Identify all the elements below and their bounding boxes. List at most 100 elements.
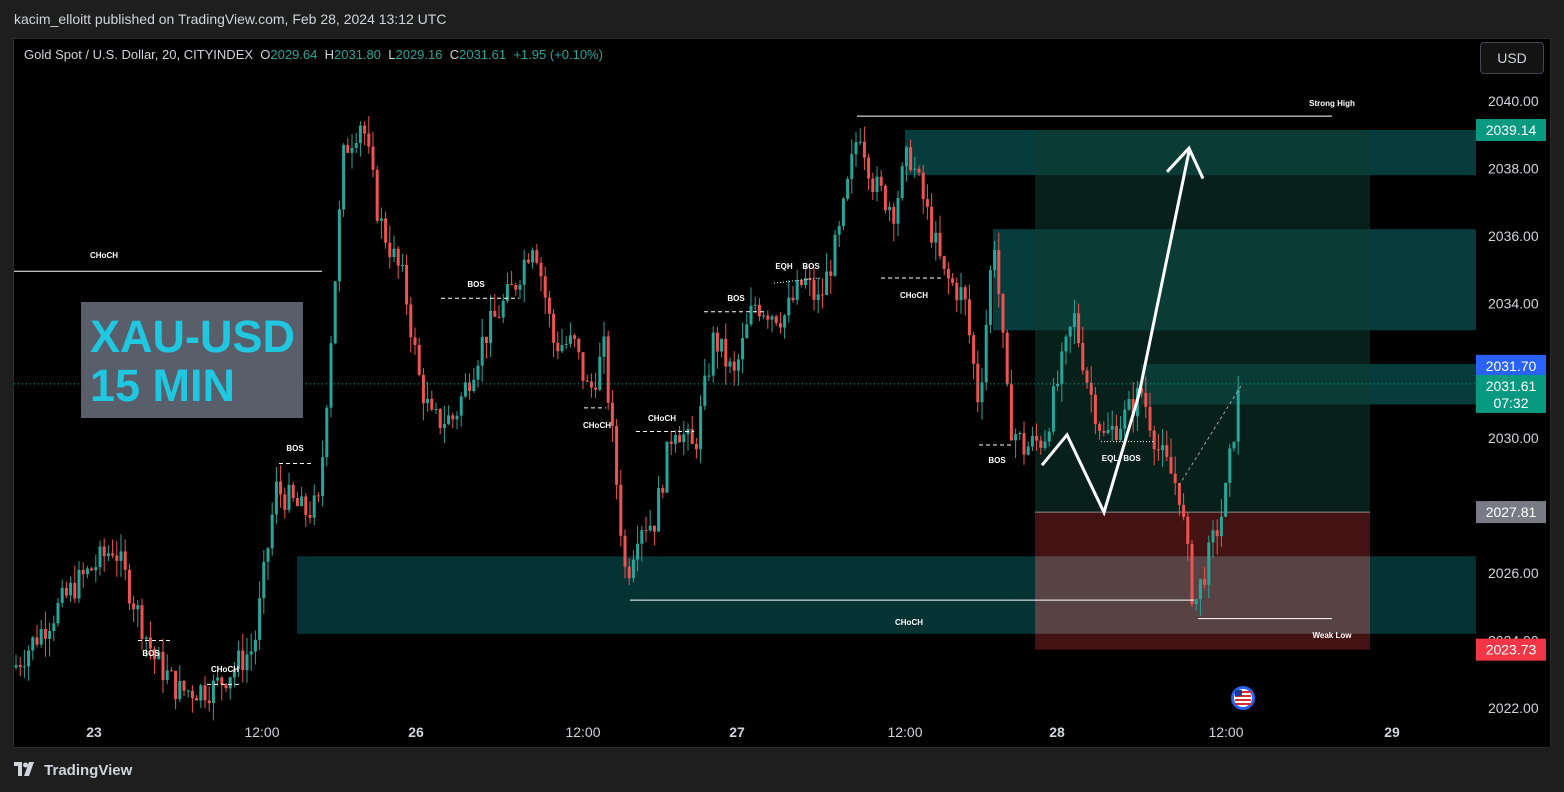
candle-body xyxy=(644,530,648,532)
candle xyxy=(1198,578,1202,616)
price-tag-countdown: 07:32 xyxy=(1493,395,1528,411)
candle xyxy=(90,566,94,572)
candle-body xyxy=(678,435,682,443)
candle-body xyxy=(892,206,896,224)
candle-body xyxy=(909,147,913,171)
candle-body xyxy=(518,284,522,290)
candle-body xyxy=(325,407,329,458)
candle-body xyxy=(1236,389,1240,442)
long-position-target-area[interactable] xyxy=(1035,130,1370,513)
candle xyxy=(94,554,98,583)
candle xyxy=(1215,519,1219,555)
candle xyxy=(955,277,959,313)
candle xyxy=(707,363,711,382)
candle xyxy=(60,579,64,608)
label-bos-4: BOS xyxy=(727,294,745,303)
candle-body xyxy=(711,332,715,376)
projection-dash[interactable] xyxy=(1178,384,1243,486)
candle xyxy=(459,392,463,427)
candle xyxy=(1190,539,1194,607)
candle-body xyxy=(493,310,497,317)
projection-arrowhead[interactable] xyxy=(1165,145,1205,180)
candle xyxy=(1047,427,1051,447)
candle-body xyxy=(1182,504,1186,517)
candle-body xyxy=(623,535,627,567)
symbol-legend[interactable]: Gold Spot / U.S. Dollar, 20, CITYINDEX O… xyxy=(24,47,603,62)
candle-body xyxy=(1215,530,1219,537)
candle-body xyxy=(279,481,283,495)
chart-pane[interactable]: CHoCH CHoCH Strong High Weak Low BOS CHoCH BOS… xyxy=(13,38,1551,748)
candle-body xyxy=(501,300,505,318)
candle-body xyxy=(993,250,997,271)
price-tag-top-text: 2039.14 xyxy=(1486,122,1537,138)
candle xyxy=(127,563,131,611)
candle-body xyxy=(1018,433,1022,435)
candle-body xyxy=(266,548,270,562)
candle xyxy=(73,565,77,603)
candle xyxy=(531,247,535,269)
candle-body xyxy=(308,514,312,518)
candle xyxy=(816,277,820,314)
candle-body xyxy=(560,345,564,352)
candle-body xyxy=(274,481,278,515)
candle xyxy=(312,484,316,526)
candle xyxy=(640,525,644,562)
candle xyxy=(745,313,749,339)
candle-body xyxy=(812,280,816,300)
price-tag-stop-bg xyxy=(1476,638,1546,661)
candle xyxy=(497,305,501,319)
candle-body xyxy=(833,234,837,276)
candle-body xyxy=(1148,406,1152,431)
candle xyxy=(1051,378,1055,435)
candle xyxy=(766,310,770,329)
candle-body xyxy=(829,271,833,276)
candle-body xyxy=(497,316,501,318)
candle-body xyxy=(1056,383,1060,387)
projection-zigzag[interactable] xyxy=(1040,151,1191,517)
candle xyxy=(556,331,560,360)
close-label: C xyxy=(449,47,460,62)
x-tick-label: 27 xyxy=(729,724,745,740)
candle-body xyxy=(1043,441,1047,448)
candle-body xyxy=(161,651,165,681)
candle xyxy=(1148,392,1152,437)
candle xyxy=(195,694,199,701)
candle xyxy=(69,576,73,602)
candle xyxy=(573,333,577,348)
candle-body xyxy=(451,415,455,420)
candle xyxy=(451,412,455,429)
currency-button[interactable]: USD xyxy=(1480,42,1544,74)
candle xyxy=(568,322,572,348)
tradingview-brand[interactable]: TradingView xyxy=(14,762,132,780)
candle-body xyxy=(85,568,89,575)
candle xyxy=(85,565,89,579)
candle xyxy=(1203,566,1207,589)
candle-body xyxy=(1224,482,1228,517)
candle-body xyxy=(384,218,388,243)
candle-body xyxy=(228,677,232,689)
candle-body xyxy=(1198,579,1202,600)
y-tick-label: 2026.00 xyxy=(1488,565,1539,581)
candle-body xyxy=(1102,430,1106,433)
candle-body xyxy=(1009,384,1013,441)
candle-body xyxy=(581,352,585,381)
candle-body xyxy=(879,176,883,186)
candle-body xyxy=(1140,388,1144,393)
candle-body xyxy=(850,154,854,179)
candle xyxy=(316,492,320,503)
candle xyxy=(1156,433,1160,461)
candle-body xyxy=(1030,435,1034,447)
us-event-flag-icon[interactable] xyxy=(1231,686,1255,710)
candle xyxy=(190,685,194,713)
candle-body xyxy=(211,680,215,704)
candle xyxy=(308,501,312,524)
long-position-stop-area[interactable] xyxy=(1035,512,1370,650)
candle-body xyxy=(442,424,446,428)
candle-body xyxy=(875,176,879,192)
candle xyxy=(942,255,946,276)
candle xyxy=(728,357,732,373)
candle xyxy=(1236,375,1240,455)
candle-body xyxy=(253,639,257,652)
candle-body xyxy=(1211,530,1215,543)
price-chart[interactable]: CHoCH CHoCH Strong High Weak Low BOS CHoCH BOS… xyxy=(14,39,1550,747)
